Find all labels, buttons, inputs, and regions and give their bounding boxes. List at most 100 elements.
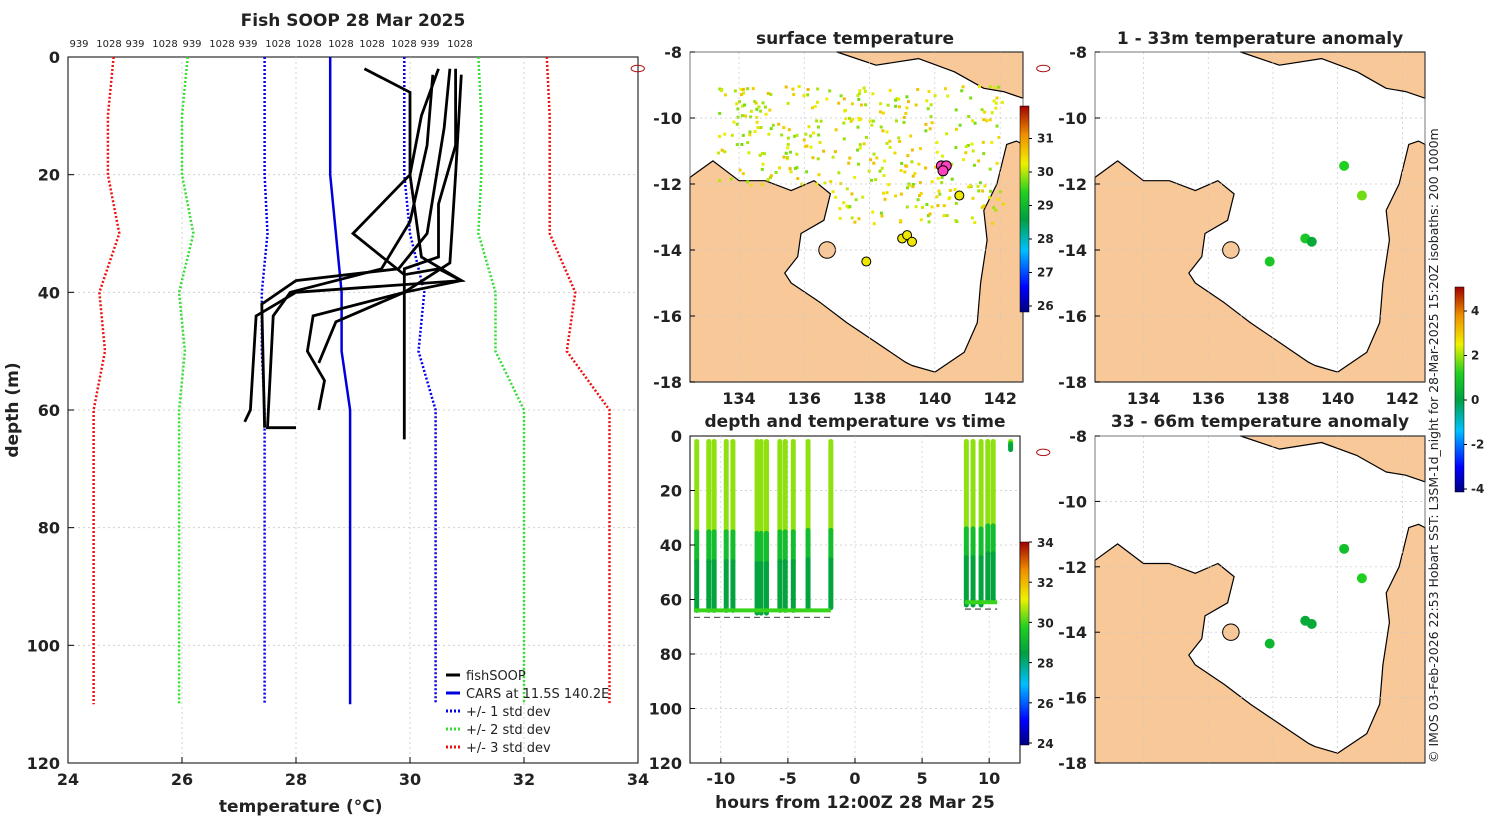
- anomaly-colorbar-tick-label: 0: [1471, 393, 1479, 407]
- sst-pixel: [760, 183, 764, 186]
- sst-pixel: [953, 188, 957, 191]
- sst-pixel: [917, 162, 921, 166]
- profile-legend: fishSOOP CARS at 11.5S 140.2E +/- 1 std …: [446, 669, 609, 756]
- sst-pixel: [858, 92, 861, 96]
- time-depth-colorbar-tick-label: 26: [1037, 697, 1054, 711]
- sst-pixel: [967, 115, 971, 118]
- sst-pixel: [735, 122, 739, 126]
- sst-pixel: [924, 166, 928, 170]
- sst-pixel: [879, 125, 883, 129]
- profile-title: Fish SOOP 28 Mar 2025: [241, 11, 466, 31]
- sst-pixel: [979, 181, 982, 185]
- std3-low-line: [92, 56, 121, 705]
- sst-pixel: [806, 88, 810, 91]
- sst-pixel: [758, 153, 762, 157]
- surface-station: [937, 165, 949, 177]
- profile-x-tick-label: 32: [513, 770, 535, 789]
- sst-pixel: [812, 131, 815, 135]
- sst-pixel: [933, 94, 937, 98]
- sst-pixel: [743, 103, 747, 107]
- sst-pixel: [847, 161, 851, 165]
- time-depth-x-label: hours from 12:00Z 28 Mar 25: [715, 793, 995, 813]
- time-depth-y-tick-label: 120: [649, 754, 682, 773]
- sst-pixel: [947, 197, 951, 201]
- sst-pixel: [1001, 202, 1005, 206]
- sst-pixel: [907, 100, 910, 104]
- sst-pixel: [809, 134, 813, 138]
- sst-pixel: [996, 197, 1000, 201]
- sst-pixel: [755, 107, 759, 111]
- sst-pixel: [862, 142, 866, 146]
- sst-pixel: [910, 160, 914, 164]
- profile-x-tick-label: 26: [171, 770, 193, 789]
- anomaly-33-66-panel: 33 - 66m temperature anomaly -8 -10 -12 -14…: [1036, 412, 1426, 773]
- sst-pixel: [981, 140, 985, 144]
- sst-pixel: [733, 89, 737, 93]
- sst-pixel: [786, 146, 790, 150]
- sst-pixel: [903, 170, 907, 174]
- profile-top-labels: 939 1028 939 1028 939 1028 939 1028 1028 1028 1028…: [69, 39, 472, 50]
- sst-pixel: [749, 183, 753, 187]
- sst-pixel: [916, 198, 920, 202]
- sst-pixel: [894, 104, 898, 108]
- sst-pixel: [757, 105, 761, 109]
- std2-high-line: [477, 56, 526, 705]
- sst-pixel: [926, 214, 930, 218]
- sst-pixel: [971, 149, 975, 153]
- surface-map-x-tick-label: 142: [983, 389, 1016, 408]
- sst-pixel: [771, 123, 775, 127]
- sst-pixel: [839, 182, 843, 186]
- surface-map-isobath: [630, 64, 645, 73]
- sst-pixel: [761, 151, 765, 155]
- time-depth-y-ticks: 0 20 40 60 80 100 120: [649, 427, 695, 773]
- anomaly-33-66-y-tick-label: -12: [1058, 558, 1087, 577]
- sst-pixel: [962, 158, 965, 162]
- sst-pixel: [980, 108, 984, 112]
- profile-top-label: 939: [420, 39, 439, 50]
- anomaly-1-33-panel: 1 - 33m temperature anomaly 134 136 138 140…: [1036, 29, 1426, 408]
- sst-pixel: [838, 207, 842, 211]
- sst-pixel: [749, 109, 753, 113]
- sst-pixel: [958, 123, 962, 127]
- sst-pixel: [888, 88, 892, 92]
- sst-pixel: [857, 162, 860, 166]
- sst-pixel: [990, 140, 994, 144]
- sst-pixel: [862, 86, 866, 90]
- anomaly-33-66-station: [1356, 573, 1367, 584]
- sst-pixel: [897, 136, 901, 140]
- sst-pixel: [918, 194, 921, 198]
- profile-x-label-unit: (°C): [346, 797, 383, 817]
- sst-pixel: [881, 129, 885, 133]
- sst-pixel: [899, 169, 903, 172]
- profile-lines: [92, 56, 611, 705]
- anomaly-1-33-x-tick-label: 138: [1256, 389, 1289, 408]
- surface-map-stations: [861, 160, 965, 267]
- sst-pixel: [911, 183, 915, 186]
- sst-pixel: [766, 91, 770, 95]
- profile-x-tick-label: 28: [285, 770, 307, 789]
- surface-map-panel: surface temperature 134 136 138 140 142 -8 -1…: [630, 29, 1054, 408]
- anomaly-1-33-y-ticks: -8 -10 -12 -14 -16 -18: [1058, 43, 1100, 392]
- sst-pixel: [864, 103, 868, 107]
- profile-panel: Fish SOOP 28 Mar 2025 939 1028 939 1028 939 1…: [3, 11, 649, 817]
- anomaly-33-66-station: [1306, 619, 1317, 630]
- time-depth-x-tick-label: 0: [849, 769, 860, 788]
- profile-y-tick-label: 80: [38, 519, 60, 538]
- sst-pixel: [1000, 100, 1004, 104]
- sst-pixel: [786, 143, 790, 146]
- sst-pixel: [837, 171, 841, 175]
- sst-pixel: [802, 138, 806, 142]
- profile-y-ticks: 0 20 40 60 80 100 120: [27, 48, 74, 773]
- anomaly-1-33-land-mainland: [1094, 140, 1426, 383]
- sst-pixel: [902, 116, 906, 119]
- sst-pixel: [856, 148, 860, 152]
- time-depth-y-tick-label: 20: [660, 482, 682, 501]
- sst-pixel: [789, 150, 792, 154]
- sst-pixel: [969, 183, 972, 187]
- sst-pixel: [880, 166, 884, 170]
- sst-pixel: [971, 119, 975, 123]
- surface-colorbar-tick-label: 28: [1037, 232, 1054, 246]
- time-depth-y-tick-label: 40: [660, 536, 682, 555]
- sst-pixel: [843, 109, 847, 113]
